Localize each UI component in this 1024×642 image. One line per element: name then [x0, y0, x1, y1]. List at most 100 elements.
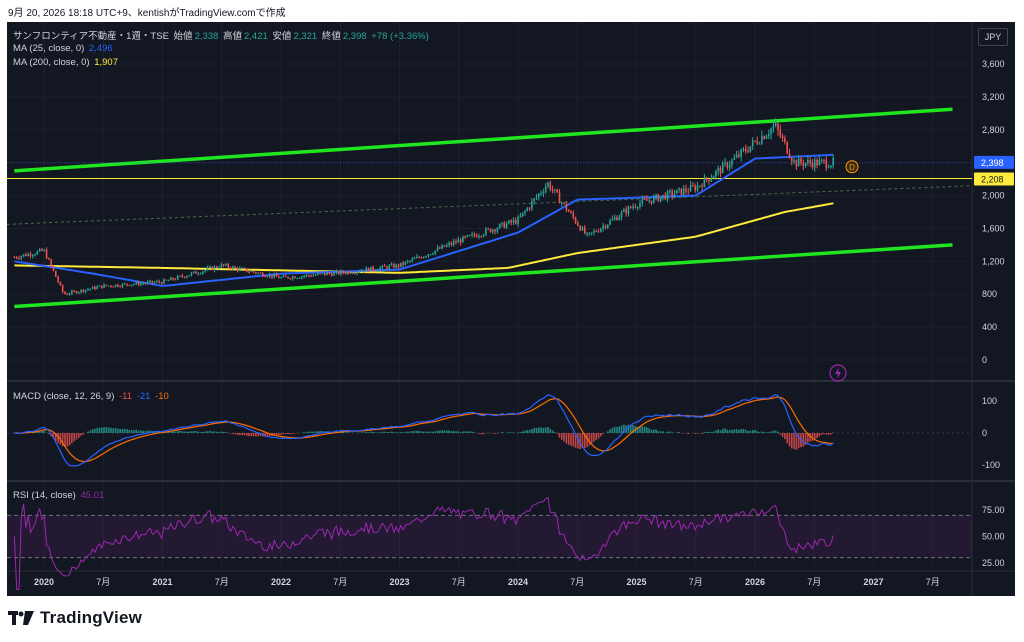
rsi-tick-label: 50.00	[982, 532, 1005, 542]
candle-body	[204, 270, 207, 272]
macd-histogram-bar	[749, 430, 752, 433]
macd-histogram-bar	[636, 426, 639, 433]
last-price-tag-text: 2,398	[981, 158, 1004, 168]
macd-histogram-bar	[321, 430, 324, 433]
candle-body	[804, 162, 807, 166]
macd-histogram-bar	[383, 431, 386, 433]
candle-body	[89, 288, 92, 290]
macd-histogram-bar	[190, 431, 193, 433]
candle-body	[551, 189, 554, 191]
ma200-legend[interactable]: MA (200, close, 0) 1,907	[13, 57, 120, 68]
tradingview-logo[interactable]: TradingView	[8, 608, 142, 628]
macd-histogram-bar	[558, 433, 561, 438]
candle-body	[227, 264, 230, 268]
currency-button[interactable]: JPY	[978, 28, 1008, 46]
macd-histogram-bar	[549, 428, 552, 433]
macd-histogram-bar	[565, 433, 568, 444]
candle-body	[84, 289, 87, 292]
macd-histogram-bar	[586, 433, 588, 448]
candle-body	[609, 220, 611, 225]
macd-histogram-bar	[547, 426, 549, 433]
candle-body	[629, 206, 632, 208]
macd-histogram-bar	[445, 430, 448, 433]
macd-histogram-bar	[685, 433, 687, 434]
candle-body	[627, 206, 630, 214]
candle-body	[197, 273, 200, 275]
candle-body	[501, 222, 503, 225]
candle-body	[586, 233, 588, 235]
macd-histogram-bar	[77, 433, 80, 438]
macd-histogram-bar	[662, 431, 664, 433]
candle-body	[319, 273, 322, 275]
candle-body	[356, 271, 358, 274]
candle-body	[91, 286, 94, 289]
rsi-legend[interactable]: RSI (14, close) 45.01	[13, 490, 106, 501]
macd-histogram-bar	[761, 431, 763, 433]
candle-body	[80, 289, 82, 293]
candle-body	[284, 275, 287, 277]
candle-body	[43, 249, 46, 251]
macd-label: MACD (close, 12, 26, 9)	[13, 391, 115, 402]
low-value: 2,321	[293, 31, 318, 42]
candle-body	[404, 261, 407, 265]
candle-body	[809, 160, 811, 163]
macd-tick-label: 100	[982, 396, 997, 406]
candle-body	[544, 186, 547, 192]
macd-histogram-bar	[744, 429, 747, 433]
macd-histogram-bar	[715, 430, 717, 433]
macd-histogram-bar	[142, 430, 144, 433]
macd-histogram-bar	[820, 433, 823, 435]
macd-histogram-bar	[827, 433, 830, 435]
candle-body	[232, 266, 234, 270]
candle-body	[386, 266, 388, 269]
macd-value-line: -21	[136, 391, 151, 402]
macd-histogram-bar	[512, 432, 515, 433]
macd-histogram-bar	[443, 430, 446, 433]
candle-body	[692, 185, 694, 187]
macd-histogram-bar	[825, 433, 828, 435]
candle-body	[445, 244, 448, 247]
candle-body	[549, 182, 552, 190]
rsi-band	[7, 515, 972, 558]
candle-body	[473, 234, 476, 236]
macd-histogram-bar	[832, 432, 834, 433]
ma25-legend[interactable]: MA (25, close, 0) 2,496	[13, 43, 115, 54]
time-tick-label: 7月	[807, 577, 821, 587]
ma25-label: MA (25, close, 0)	[13, 43, 85, 54]
candle-body	[38, 248, 41, 252]
candle-body	[146, 281, 149, 284]
candle-body	[650, 200, 653, 204]
macd-legend[interactable]: MACD (close, 12, 26, 9) -11 -21 -10	[13, 391, 171, 402]
candle-body	[94, 286, 96, 289]
candle-body	[767, 134, 770, 137]
caption: 9月 20, 2026 18:18 UTC+9、kentishがTradingV…	[8, 8, 286, 19]
candle-body	[823, 159, 825, 161]
candle-body	[825, 160, 828, 168]
rsi-tick-label: 25.00	[982, 558, 1005, 568]
macd-histogram-bar	[701, 433, 703, 434]
candle-body	[54, 270, 57, 277]
candle-body	[144, 283, 147, 285]
candle-body	[186, 276, 188, 278]
candle-body	[388, 265, 391, 269]
candle-body	[606, 224, 609, 228]
macd-histogram-bar	[110, 427, 112, 433]
high-value: 2,421	[244, 31, 268, 42]
ma200-value: 1,907	[94, 57, 118, 68]
chart-frame[interactable]: 3,6003,2002,8002,4002,0001,6001,20080040…	[6, 22, 1015, 596]
candle-body	[45, 249, 48, 259]
macd-histogram-bar	[225, 431, 227, 433]
candle-body	[731, 159, 733, 165]
macd-histogram-bar	[804, 433, 807, 445]
candle-body	[100, 285, 103, 288]
chart-svg[interactable]: 3,6003,2002,8002,4002,0001,6001,20080040…	[6, 22, 1015, 596]
candle-body	[25, 254, 27, 257]
macd-histogram-bar	[188, 431, 190, 433]
candle-body	[623, 209, 625, 212]
macd-histogram-bar	[409, 431, 411, 433]
candle-body	[547, 182, 549, 187]
macd-histogram-bar	[524, 430, 526, 433]
macd-histogram-bar	[572, 433, 575, 447]
macd-histogram-bar	[71, 433, 73, 444]
macd-histogram-bar	[459, 432, 462, 433]
